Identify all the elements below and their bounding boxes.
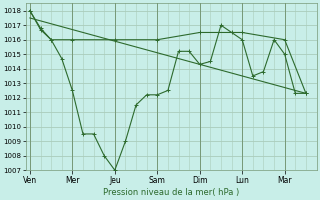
X-axis label: Pression niveau de la mer( hPa ): Pression niveau de la mer( hPa ) [103, 188, 239, 197]
